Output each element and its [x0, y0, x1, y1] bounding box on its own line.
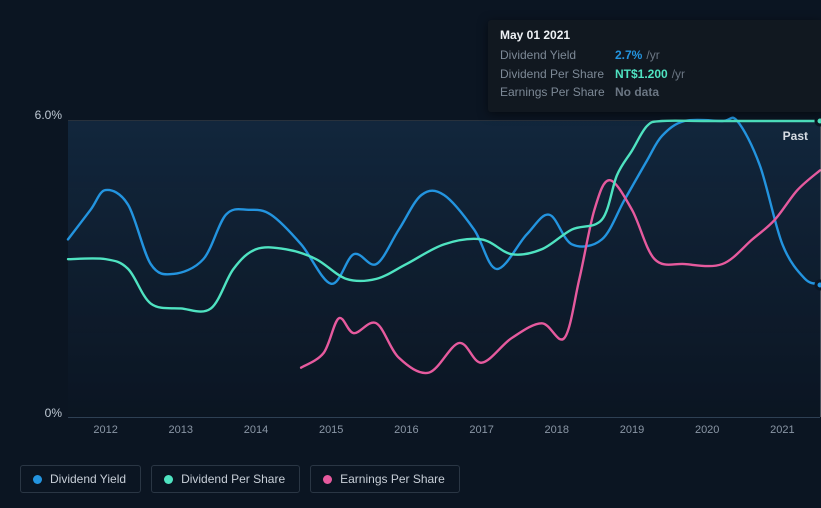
tooltip-row: Dividend Yield 2.7% /yr [500, 46, 811, 65]
tooltip-label: Earnings Per Share [500, 83, 615, 102]
x-axis-tick: 2018 [545, 424, 569, 436]
x-axis-tick: 2017 [469, 424, 493, 436]
hover-dot [815, 279, 821, 290]
x-axis-tick: 2015 [319, 424, 343, 436]
chart-container: 6.0% 0% May 01 2021 Dividend Yield 2.7% … [20, 0, 810, 450]
tooltip-value: 2.7% [615, 46, 642, 65]
plot-area[interactable]: Past [68, 120, 820, 418]
legend-dot [323, 475, 332, 484]
x-axis-tick: 2020 [695, 424, 719, 436]
tooltip-unit: /yr [672, 65, 685, 84]
chart-svg [68, 121, 820, 417]
legend-label: Dividend Yield [50, 472, 126, 486]
chart-tooltip: May 01 2021 Dividend Yield 2.7% /yr Divi… [488, 20, 821, 112]
tooltip-row: Dividend Per Share NT$1.200 /yr [500, 65, 811, 84]
series-line-dividend_yield [68, 118, 820, 284]
legend: Dividend Yield Dividend Per Share Earnin… [20, 465, 460, 493]
hover-dot [815, 116, 821, 127]
y-axis-tick-top: 6.0% [35, 108, 62, 122]
tooltip-row: Earnings Per Share No data [500, 83, 811, 102]
legend-label: Dividend Per Share [181, 472, 285, 486]
x-axis: 2012 2013 2014 2015 2016 2017 2018 2019 2020 2021 [68, 424, 820, 444]
legend-item-dividend-per-share[interactable]: Dividend Per Share [151, 465, 300, 493]
x-axis-tick: 2016 [394, 424, 418, 436]
x-axis-tick: 2012 [93, 424, 117, 436]
legend-dot [164, 475, 173, 484]
x-axis-tick: 2014 [244, 424, 268, 436]
x-axis-tick: 2021 [770, 424, 794, 436]
y-axis-tick-bottom: 0% [45, 406, 62, 420]
legend-dot [33, 475, 42, 484]
series-line-dividend_per_share [68, 121, 820, 312]
legend-item-earnings-per-share[interactable]: Earnings Per Share [310, 465, 460, 493]
x-axis-tick: 2019 [620, 424, 644, 436]
tooltip-value: NT$1.200 [615, 65, 668, 84]
legend-item-dividend-yield[interactable]: Dividend Yield [20, 465, 141, 493]
tooltip-label: Dividend Yield [500, 46, 615, 65]
tooltip-date: May 01 2021 [500, 28, 811, 42]
tooltip-label: Dividend Per Share [500, 65, 615, 84]
x-axis-tick: 2013 [169, 424, 193, 436]
tooltip-value: No data [615, 83, 659, 102]
tooltip-unit: /yr [646, 46, 659, 65]
legend-label: Earnings Per Share [340, 472, 445, 486]
series-line-earnings_per_share [301, 170, 820, 373]
